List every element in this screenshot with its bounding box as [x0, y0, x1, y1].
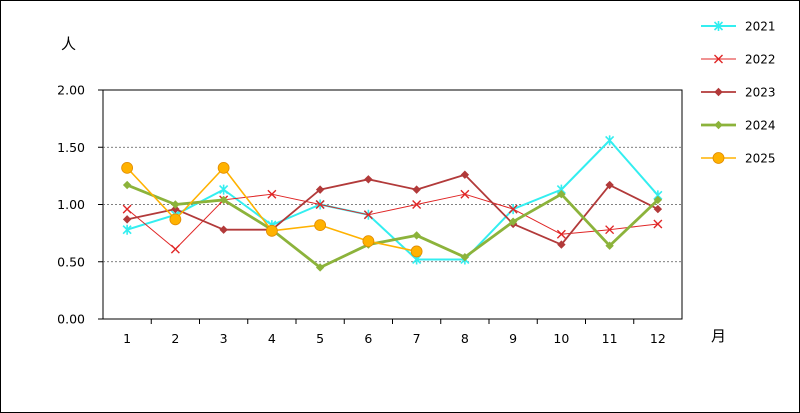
data-point-2022	[508, 204, 518, 214]
x-tick-label: 8	[461, 331, 469, 346]
x-tick-label: 11	[602, 331, 618, 346]
series-group	[121, 135, 663, 272]
x-tick-label: 6	[364, 331, 372, 346]
data-point-2023	[122, 215, 132, 224]
gridlines	[103, 146, 682, 263]
legend-item-2022: 2022	[701, 53, 776, 67]
data-point-2021	[122, 224, 132, 235]
x-tick-label: 1	[123, 331, 131, 346]
data-point-2025	[121, 161, 134, 174]
data-point-2024	[315, 263, 325, 272]
data-point-2022	[653, 219, 663, 229]
series-line-2023	[126, 173, 659, 246]
data-point-2023	[171, 204, 180, 214]
data-point-2024	[171, 200, 180, 209]
series-line-2024	[126, 183, 659, 269]
data-point-2022	[363, 210, 373, 220]
data-point-2022	[556, 229, 566, 239]
data-point-2021	[605, 135, 615, 146]
x-tick-label: 9	[509, 331, 517, 346]
data-point-2023	[460, 170, 470, 179]
x-axis-unit-label: 月	[711, 327, 726, 345]
data-point-2022	[605, 225, 615, 235]
data-point-2024	[557, 189, 566, 199]
legend-item-2023: 2023	[701, 86, 776, 100]
data-point-2024	[219, 195, 228, 205]
data-point-2023	[412, 185, 421, 194]
legend-label: 2021	[745, 20, 776, 34]
data-point-2023	[364, 175, 373, 184]
legend-label: 2023	[745, 86, 776, 100]
legend-marker	[714, 87, 723, 97]
data-point-2024	[122, 180, 132, 190]
data-point-2022	[267, 189, 277, 199]
legend: 2021 2022 2023 2024 2025	[701, 20, 776, 166]
data-point-2025	[265, 224, 278, 237]
data-point-2024	[653, 195, 663, 205]
y-tick-label: 1.00	[57, 197, 85, 212]
axes: 0.000.501.001.502.001 2 3 4 5 6 7 8 9 10 11 12	[57, 83, 666, 347]
legend-label: 2025	[745, 152, 776, 166]
series-line-2021	[126, 139, 659, 261]
data-point-2024	[508, 217, 518, 226]
legend-marker	[714, 54, 723, 64]
series-2025	[121, 161, 423, 258]
legend-marker	[714, 120, 723, 130]
x-tick-label: 4	[268, 331, 276, 346]
data-point-2023	[219, 225, 228, 234]
data-point-2022	[170, 244, 180, 254]
y-axis-unit-label: 人	[61, 35, 76, 53]
data-point-2022	[460, 189, 470, 199]
legend-marker	[712, 152, 725, 164]
data-point-2022	[315, 200, 325, 209]
legend-item-2021: 2021	[701, 20, 776, 34]
data-point-2023	[315, 185, 325, 194]
data-point-2024	[605, 241, 614, 250]
legend-label: 2024	[745, 119, 776, 133]
data-point-2023	[653, 204, 663, 214]
x-tick-label: 7	[413, 331, 421, 346]
data-point-2021	[219, 184, 229, 195]
y-tick-label: 2.00	[57, 83, 85, 98]
data-point-2022	[412, 200, 422, 209]
legend-item-2025: 2025	[701, 152, 776, 166]
legend-marker	[713, 21, 724, 31]
data-point-2023	[557, 240, 566, 249]
x-tick-label: 2	[171, 331, 179, 346]
y-tick-label: 0.00	[57, 312, 85, 327]
data-point-2025	[217, 161, 230, 174]
data-point-2023	[605, 180, 614, 190]
x-tick-label: 12	[650, 331, 666, 346]
legend-item-2024: 2024	[701, 119, 776, 133]
legend-label: 2022	[745, 53, 776, 67]
y-tick-label: 1.50	[57, 140, 85, 155]
x-tick-label: 5	[316, 331, 324, 346]
data-point-2025	[169, 213, 182, 226]
y-tick-label: 0.50	[57, 254, 85, 269]
data-point-2025	[362, 235, 375, 248]
data-point-2025	[410, 245, 423, 258]
data-point-2022	[122, 204, 132, 214]
x-tick-label: 3	[220, 331, 228, 346]
data-point-2024	[460, 252, 470, 262]
data-point-2025	[314, 219, 327, 232]
data-point-2024	[412, 231, 421, 240]
x-tick-label: 10	[553, 331, 569, 346]
